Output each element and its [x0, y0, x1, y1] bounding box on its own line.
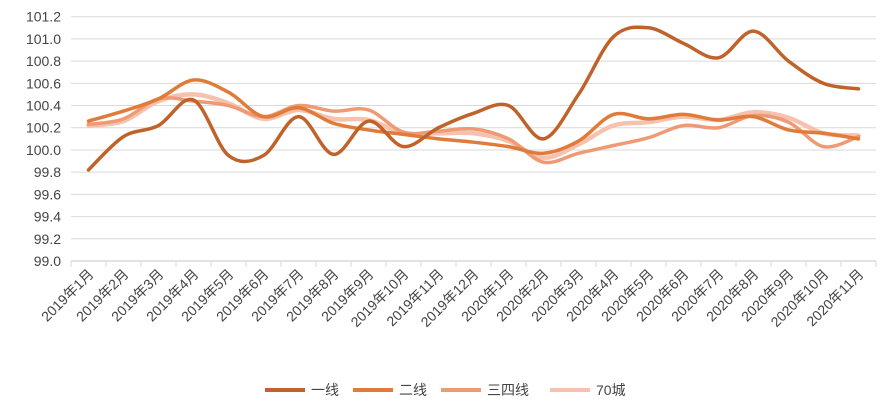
y-tick-label: 100.0 — [26, 142, 61, 158]
y-tick-label: 99.4 — [34, 209, 61, 225]
legend-label: 二线 — [399, 382, 427, 398]
y-tick-label: 99.0 — [34, 253, 61, 269]
y-tick-label: 101.2 — [26, 9, 61, 25]
legend-item: 三四线 — [441, 382, 529, 398]
y-tick-label: 99.2 — [34, 231, 61, 247]
y-tick-label: 100.2 — [26, 120, 61, 136]
legend-label: 一线 — [311, 382, 339, 398]
y-tick-label: 100.4 — [26, 98, 61, 114]
legend-item: 70城 — [550, 382, 626, 398]
y-tick-label: 100.6 — [26, 75, 61, 91]
series-line-70城 — [86, 92, 861, 160]
legend-label: 70城 — [596, 382, 626, 398]
legend-item: 二线 — [353, 382, 427, 398]
series-line-一线 — [86, 25, 861, 172]
series-line-三四线 — [86, 96, 861, 165]
legend-item: 一线 — [265, 382, 339, 398]
y-tick-label: 99.8 — [34, 164, 61, 180]
y-tick-label: 99.6 — [34, 186, 61, 202]
series-line-二线 — [86, 78, 861, 156]
legend-label: 三四线 — [487, 382, 529, 398]
y-tick-label: 100.8 — [26, 53, 61, 69]
y-tick-label: 101.0 — [26, 31, 61, 47]
